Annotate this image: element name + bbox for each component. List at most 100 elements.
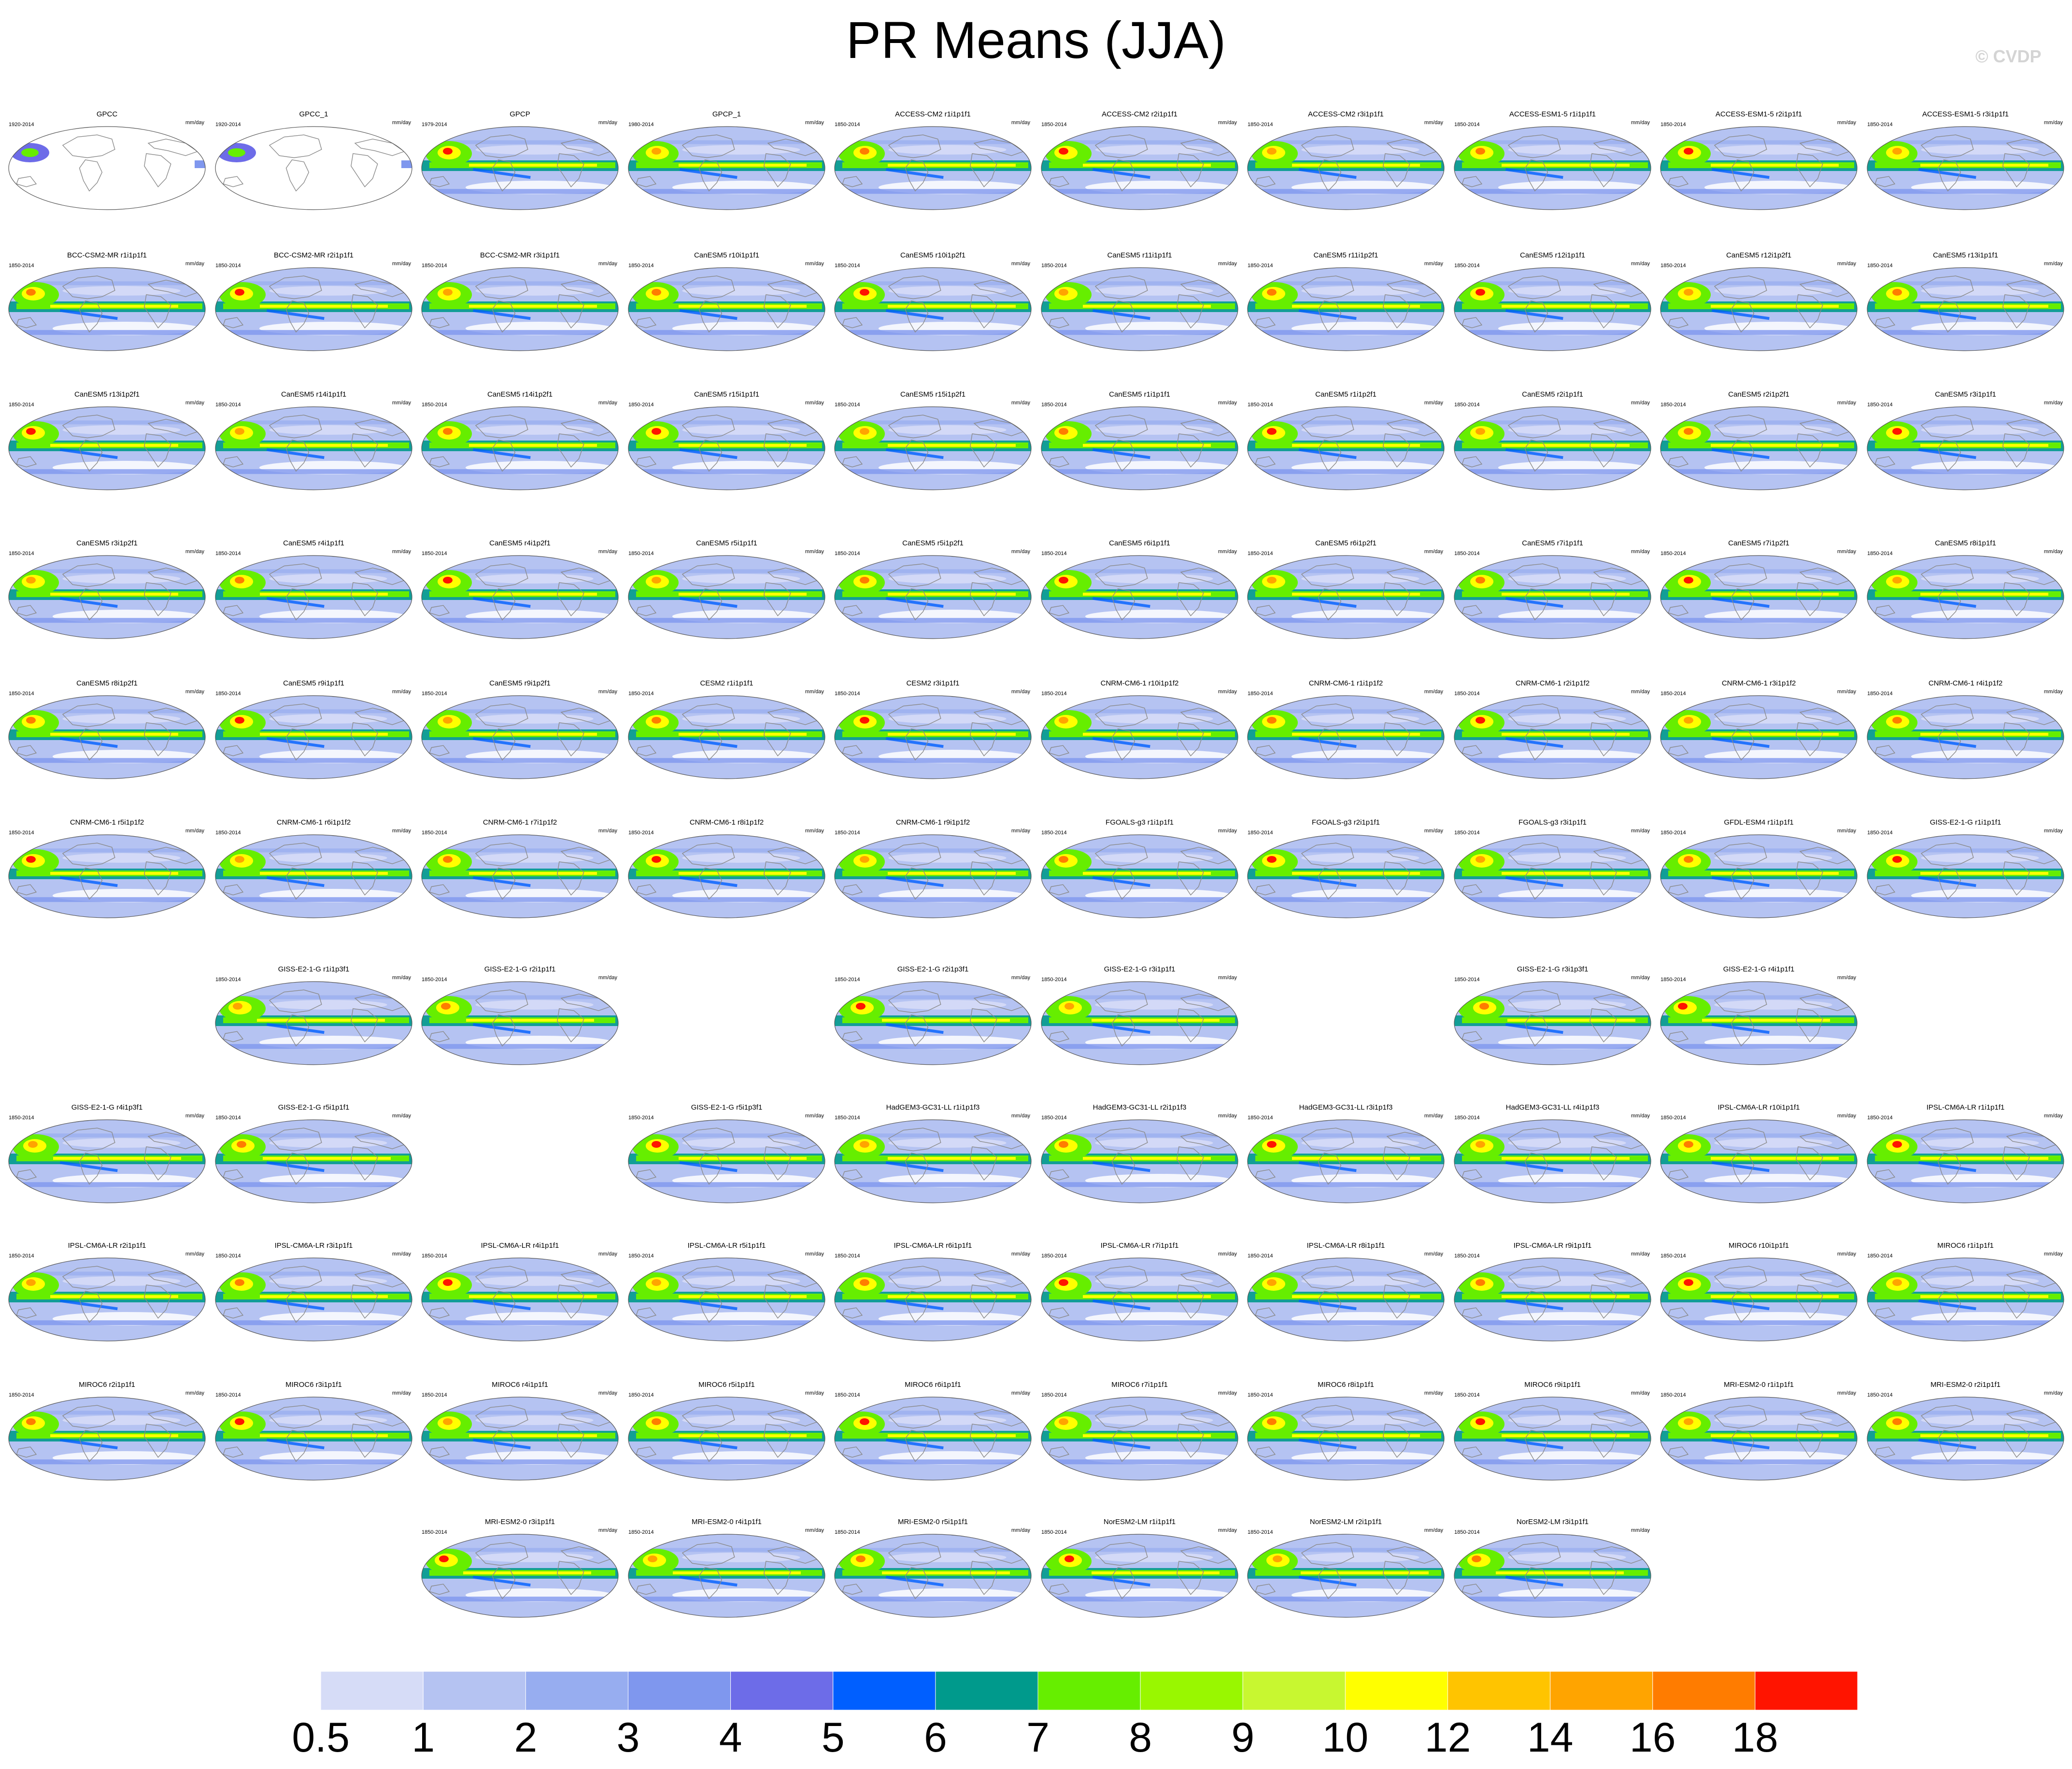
panel-years: 1850-2014: [1454, 263, 1480, 269]
map-panel: CanESM5 r9i1p1f1 1850-2014 mm/day: [213, 679, 414, 780]
panel-years: 1850-2014: [1454, 1529, 1480, 1535]
panel-units: mm/day: [1837, 400, 1856, 406]
panel-units: mm/day: [185, 1251, 204, 1257]
panel-title: BCC-CSM2-MR r3i1p1f1: [480, 251, 560, 259]
panel-years: 1850-2014: [1660, 977, 1686, 983]
panel-title: GPCP: [510, 110, 530, 118]
map-panel: CNRM-CM6-1 r8i1p1f2 1850-2014 mm/day: [626, 818, 827, 919]
panel-years: 1850-2014: [422, 977, 447, 983]
panel-title: CanESM5 r14i1p1f1: [281, 390, 347, 399]
panel-units: mm/day: [392, 120, 411, 126]
map-panel: IPSL-CM6A-LR r2i1p1f1 1850-2014 mm/day: [7, 1241, 207, 1342]
precip-map: [1867, 126, 2064, 210]
panel-years: 1850-2014: [1660, 402, 1686, 408]
panel-units: mm/day: [185, 1113, 204, 1119]
panel-units: mm/day: [1424, 549, 1443, 555]
precip-map: [215, 267, 412, 351]
colorbar-tick-label: 16: [1629, 1714, 1676, 1761]
precip-map: [1660, 1257, 1858, 1341]
panel-years: 1850-2014: [835, 691, 860, 697]
panel-years: 1850-2014: [1248, 830, 1273, 836]
map-panel: MIROC6 r1i1p1f1 1850-2014 mm/day: [1865, 1241, 2066, 1342]
precip-map: [215, 406, 412, 490]
precip-map: [215, 126, 412, 210]
panel-title: CanESM5 r4i1p1f1: [283, 539, 344, 547]
panel-title: CESM2 r3i1p1f1: [906, 679, 960, 687]
precip-map: [628, 1257, 825, 1341]
panel-title: CNRM-CM6-1 r8i1p1f2: [689, 818, 764, 827]
precip-map: [628, 834, 825, 918]
map-panel: CanESM5 r6i1p2f1 1850-2014 mm/day: [1246, 539, 1446, 640]
panel-title: FGOALS-g3 r1i1p1f1: [1106, 818, 1174, 827]
panel-title: IPSL-CM6A-LR r9i1p1f1: [1513, 1241, 1592, 1250]
panel-units: mm/day: [1837, 975, 1856, 981]
panel-units: mm/day: [392, 975, 411, 981]
panel-units: mm/day: [1837, 828, 1856, 834]
map-panel: CanESM5 r3i1p1f1 1850-2014 mm/day: [1865, 390, 2066, 491]
panel-title: MIROC6 r6i1p1f1: [905, 1381, 961, 1389]
panel-title: MIROC6 r2i1p1f1: [79, 1381, 135, 1389]
panel-years: 1850-2014: [1041, 402, 1067, 408]
panel-units: mm/day: [1631, 1527, 1650, 1533]
panel-title: ACCESS-CM2 r2i1p1f1: [1102, 110, 1178, 118]
map-panel: GISS-E2-1-G r3i1p1f1 1850-2014 mm/day: [1039, 965, 1240, 1066]
map-panel: MIROC6 r5i1p1f1 1850-2014 mm/day: [626, 1381, 827, 1481]
panel-title: CanESM5 r2i1p1f1: [1522, 390, 1583, 399]
panel-title: FGOALS-g3 r3i1p1f1: [1519, 818, 1587, 827]
colorbar-tick-label: 10: [1322, 1714, 1369, 1761]
panel-title: CNRM-CM6-1 r5i1p1f2: [70, 818, 144, 827]
panel-years: 1850-2014: [628, 263, 654, 269]
map-panel: BCC-CSM2-MR r2i1p1f1 1850-2014 mm/day: [213, 251, 414, 352]
panel-units: mm/day: [392, 1251, 411, 1257]
precip-map: [8, 555, 206, 639]
panel-title: CNRM-CM6-1 r1i1p1f2: [1308, 679, 1383, 687]
panel-units: mm/day: [805, 1251, 824, 1257]
panel-years: 1850-2014: [835, 551, 860, 556]
map-panel: CanESM5 r1i1p1f1 1850-2014 mm/day: [1039, 390, 1240, 491]
precip-map: [1660, 695, 1858, 779]
panel-years: 1850-2014: [422, 691, 447, 697]
precip-map: [8, 834, 206, 918]
panel-years: 1850-2014: [215, 691, 241, 697]
precip-map: [834, 1534, 1032, 1618]
map-panel: IPSL-CM6A-LR r4i1p1f1 1850-2014 mm/day: [420, 1241, 620, 1342]
panel-years: 1850-2014: [9, 551, 34, 556]
map-panel: HadGEM3-GC31-LL r2i1p1f3 1850-2014 mm/day: [1039, 1103, 1240, 1204]
precip-map: [1660, 1397, 1858, 1481]
precip-map: [1041, 126, 1238, 210]
precip-map: [1660, 1119, 1858, 1203]
map-panel: ACCESS-ESM1-5 r1i1p1f1 1850-2014 mm/day: [1452, 110, 1653, 211]
panel-years: 1850-2014: [422, 1392, 447, 1398]
panel-units: mm/day: [1011, 828, 1030, 834]
panel-years: 1850-2014: [215, 1392, 241, 1398]
map-panel: NorESM2-LM r1i1p1f1 1850-2014 mm/day: [1039, 1518, 1240, 1618]
panel-years: 1850-2014: [215, 1115, 241, 1121]
panel-units: mm/day: [1837, 689, 1856, 695]
map-panel: CanESM5 r5i1p1f1 1850-2014 mm/day: [626, 539, 827, 640]
panel-title: CanESM5 r4i1p2f1: [489, 539, 551, 547]
panel-title: CanESM5 r1i1p1f1: [1109, 390, 1170, 399]
panel-title: CanESM5 r12i1p1f1: [1519, 251, 1586, 259]
panel-title: CNRM-CM6-1 r9i1p1f2: [895, 818, 970, 827]
panel-years: 1850-2014: [835, 1115, 860, 1121]
map-panel: GPCC 1920-2014 mm/day: [7, 110, 207, 211]
panel-units: mm/day: [392, 828, 411, 834]
panel-years: 1850-2014: [1660, 830, 1686, 836]
panel-title: IPSL-CM6A-LR r4i1p1f1: [481, 1241, 559, 1250]
colorbar-tick-label: 9: [1231, 1714, 1255, 1761]
panel-title: CanESM5 r10i1p1f1: [694, 251, 760, 259]
panel-units: mm/day: [2044, 120, 2063, 126]
panel-units: mm/day: [2044, 1113, 2063, 1119]
panel-units: mm/day: [1011, 1251, 1030, 1257]
panel-title: CNRM-CM6-1 r6i1p1f2: [276, 818, 351, 827]
colorbar-swatch: [1550, 1671, 1653, 1710]
panel-years: 1850-2014: [1660, 1392, 1686, 1398]
panel-title: CNRM-CM6-1 r10i1p1f2: [1100, 679, 1179, 687]
precip-map: [215, 555, 412, 639]
map-panel: ACCESS-ESM1-5 r3i1p1f1 1850-2014 mm/day: [1865, 110, 2066, 211]
panel-years: 1850-2014: [835, 830, 860, 836]
panel-units: mm/day: [1218, 1113, 1237, 1119]
panel-units: mm/day: [1631, 1113, 1650, 1119]
panel-years: 1850-2014: [628, 1529, 654, 1535]
map-panel: CanESM5 r7i1p2f1 1850-2014 mm/day: [1659, 539, 1859, 640]
